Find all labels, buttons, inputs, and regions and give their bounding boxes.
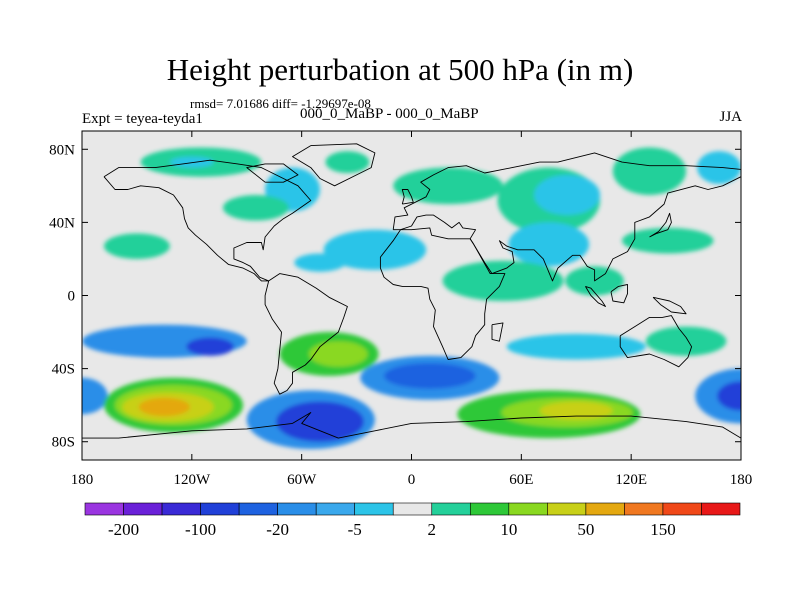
colorbar: -200 -100 -20 -5 2 10 50 150	[84, 502, 741, 539]
contour-blob	[384, 363, 476, 389]
contour-blob	[294, 253, 346, 272]
colorbar-label: -5	[348, 520, 362, 539]
comparison-label: 000_0_MaBP - 000_0_MaBP	[300, 106, 479, 122]
coastline-africa	[379, 227, 506, 360]
x-tick-label: 60E	[509, 472, 533, 488]
colorbar-box	[354, 502, 394, 516]
coastline-greenland	[292, 143, 376, 187]
y-tick-label: 40N	[49, 215, 75, 231]
contour-blob	[622, 227, 714, 254]
contour-fields	[82, 147, 741, 450]
colorbar-box	[701, 502, 741, 516]
colorbar-label: -20	[266, 520, 289, 539]
colorbar-label: 10	[500, 520, 517, 539]
coastline-eurasia	[392, 152, 741, 282]
x-axis-ticks: 180 120W 60W 0 60E 120E 180	[71, 131, 753, 488]
coastline-south-america	[264, 273, 348, 395]
contour-blob	[276, 401, 364, 442]
y-tick-label: 80S	[52, 435, 75, 451]
colorbar-label: 150	[650, 520, 676, 539]
coastline-antarctica	[82, 412, 741, 439]
colorbar-label: -100	[185, 520, 216, 539]
contour-blob	[186, 337, 234, 356]
coastline-sumatra	[585, 285, 606, 307]
y-tick-label: 0	[68, 289, 76, 305]
colorbar-box	[392, 502, 433, 516]
colorbar-box	[547, 502, 587, 516]
y-tick-label: 40S	[52, 362, 75, 378]
colorbar-box	[161, 502, 201, 516]
contour-blob	[323, 229, 427, 270]
colorbar-label: 2	[428, 520, 437, 539]
colorbar-box	[84, 502, 124, 516]
contour-blob	[534, 174, 601, 216]
coastline-baffin	[246, 163, 299, 183]
contour-blob	[393, 167, 504, 205]
contour-blob	[717, 381, 741, 411]
y-axis-ticks: 80N 40N 0 40S 80S	[49, 142, 741, 451]
coastline-japan	[649, 212, 672, 238]
colorbar-box	[662, 502, 702, 516]
contour-blob	[169, 156, 214, 168]
coastline-australia	[619, 315, 693, 368]
contour-blob	[442, 260, 564, 301]
x-tick-label: 120W	[173, 472, 211, 488]
contour-blob	[612, 147, 687, 195]
colorbar-box	[123, 502, 163, 516]
x-tick-label: 0	[408, 472, 416, 488]
x-tick-label: 60W	[287, 472, 317, 488]
experiment-label: Expt = teyea-teyda1	[82, 111, 203, 127]
colorbar-box	[315, 502, 356, 516]
coastline-british-isles	[401, 189, 414, 205]
contour-blob	[508, 222, 590, 267]
stats-subtitle: rmsd= 7.01686 diff= -1.29697e-08	[190, 96, 371, 111]
y-tick-label: 80N	[49, 142, 75, 158]
contour-blob	[506, 333, 646, 360]
contour-blob	[222, 194, 289, 221]
season-label: JJA	[719, 109, 742, 125]
colorbar-box	[431, 502, 471, 516]
colorbar-box	[200, 502, 240, 516]
colorbar-box	[277, 502, 317, 516]
contour-blob	[103, 233, 170, 259]
coastlines	[82, 143, 741, 439]
colorbar-label: -200	[108, 520, 139, 539]
coastline-new-guinea	[652, 296, 687, 315]
coastline-north-america	[103, 159, 312, 282]
x-tick-label: 180	[71, 472, 94, 488]
x-tick-label: 120E	[615, 472, 647, 488]
coastline-borneo	[610, 284, 628, 304]
coastline-madagascar	[491, 322, 504, 342]
contour-blob	[82, 377, 108, 415]
colorbar-box	[238, 502, 278, 516]
colorbar-label: 50	[577, 520, 594, 539]
contour-blob	[325, 151, 370, 174]
contour-blob	[645, 326, 727, 356]
colorbar-box	[508, 502, 548, 516]
x-tick-label: 180	[730, 472, 753, 488]
contour-blob	[539, 401, 613, 420]
contour-blob	[308, 341, 368, 367]
contour-blob	[138, 397, 191, 417]
colorbar-box	[624, 502, 664, 516]
chart-title: Height perturbation at 500 hPa (in m)	[166, 52, 634, 87]
colorbar-box	[469, 502, 510, 516]
colorbar-box	[585, 502, 625, 516]
